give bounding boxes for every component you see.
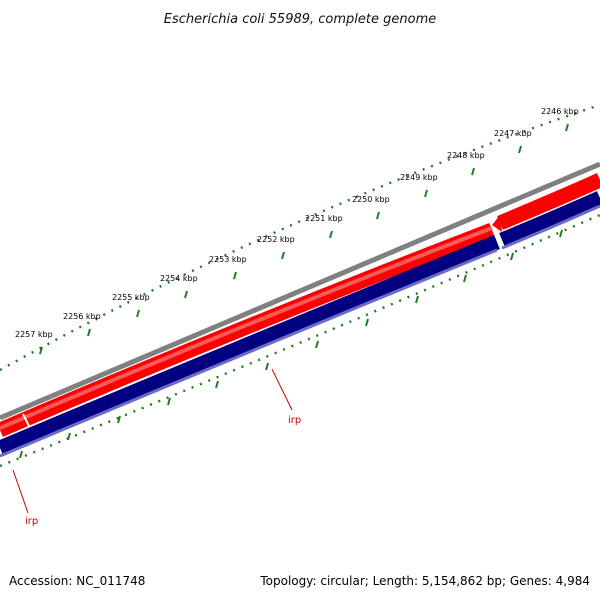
- inner-major-tick: [167, 397, 171, 406]
- scale-label: 2252 kbp: [257, 235, 295, 244]
- outer-scale-ring: [0, 103, 600, 372]
- inner-major-tick: [265, 362, 269, 371]
- inner-major-tick: [117, 415, 121, 424]
- scale-label: 2256 kbp: [63, 312, 101, 321]
- inner-major-tick: [510, 252, 514, 261]
- backbone-ring: [0, 161, 600, 421]
- outer-major-tick: [233, 271, 237, 280]
- inner-major-tick: [19, 450, 23, 459]
- inner-major-tick: [463, 274, 467, 283]
- inner-scale-ring: [0, 213, 600, 468]
- gene-label-irp: irp: [25, 516, 38, 527]
- outer-major-tick: [329, 230, 333, 239]
- scale-label: 2248 kbp: [447, 151, 485, 160]
- gene-label-irp: irp: [288, 415, 301, 426]
- inner-major-tick: [215, 380, 219, 389]
- scale-label: 2250 kbp: [352, 195, 390, 204]
- inner-major-tick: [67, 432, 71, 441]
- map-title: Escherichia coli 55989, complete genome: [164, 12, 436, 27]
- gene-callout-line: [12, 469, 29, 514]
- scale-label: 2257 kbp: [15, 330, 53, 339]
- inner-major-tick: [559, 229, 563, 238]
- scale-label: 2251 kbp: [305, 214, 343, 223]
- forward-track: [0, 173, 600, 437]
- gene-callout-line: [271, 368, 293, 411]
- scale-label: 2253 kbp: [209, 255, 247, 264]
- outer-major-tick: [471, 167, 475, 176]
- reverse-track: [0, 191, 600, 458]
- scale-label: 2246 kbp: [541, 107, 579, 116]
- inner-major-tick: [415, 295, 419, 304]
- outer-major-tick: [184, 290, 188, 299]
- outer-major-tick: [136, 309, 140, 318]
- scale-label: 2247 kbp: [494, 129, 532, 138]
- scale-label: 2254 kbp: [160, 274, 198, 283]
- outer-major-tick: [424, 189, 428, 198]
- major-ticks: [19, 123, 569, 459]
- outer-major-tick: [87, 328, 91, 337]
- outer-major-tick: [39, 346, 43, 355]
- outer-major-tick: [518, 145, 522, 154]
- accession-text: Accession: NC_011748: [9, 574, 146, 588]
- scale-label: 2249 kbp: [400, 173, 438, 182]
- inner-major-tick: [365, 318, 369, 327]
- outer-major-tick: [565, 123, 569, 132]
- topology-text: Topology: circular; Length: 5,154,862 bp…: [260, 574, 590, 588]
- scale-labels: 2246 kbp 2247 kbp 2248 kbp 2249 kbp 2250 kbp…: [15, 107, 579, 339]
- outer-major-tick: [376, 211, 380, 220]
- scale-label: 2255 kbp: [112, 293, 150, 302]
- inner-major-tick: [315, 340, 319, 349]
- gene-labels: irp irp: [12, 368, 301, 527]
- outer-major-tick: [281, 251, 285, 260]
